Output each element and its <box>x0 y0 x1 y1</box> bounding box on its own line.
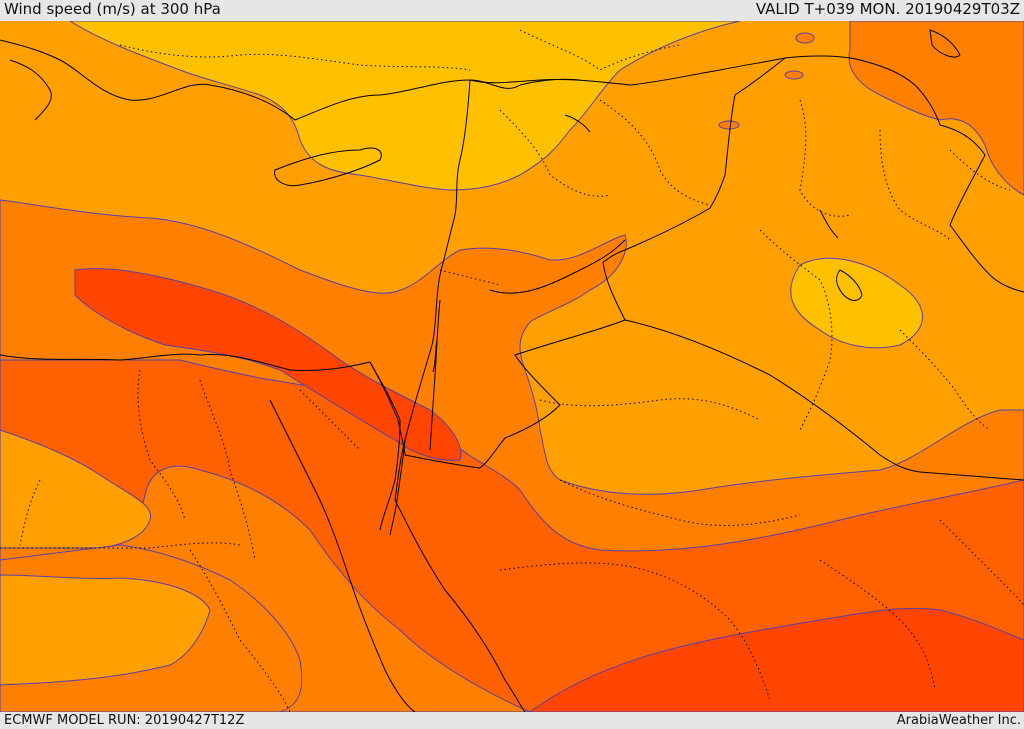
coast-lake-van <box>929 29 961 58</box>
band-light-orange-southwest-3 <box>0 574 211 686</box>
coast-lake-assad <box>564 114 591 133</box>
border-iraq-saudi <box>624 319 1024 481</box>
borders <box>369 55 1024 481</box>
admin-saudi-4 <box>819 559 936 691</box>
coast-turkey <box>0 39 581 121</box>
admin-saudi-3 <box>499 562 771 701</box>
border-iraq-iran <box>784 55 1024 293</box>
coast-aegean <box>9 59 52 121</box>
admin-iraq-4 <box>899 329 991 431</box>
band-patch-2 <box>718 120 740 130</box>
admin-egypt-3 <box>0 542 241 549</box>
band-yellow-iraq <box>790 257 923 349</box>
admin-saudi-2 <box>559 479 801 526</box>
band-patch-3 <box>784 70 804 80</box>
band-orange-northeast <box>848 21 1024 196</box>
admin-iraq-3 <box>759 229 833 431</box>
coast-levant <box>394 79 471 501</box>
admin-borders <box>0 29 1024 712</box>
border-jordan-saudi <box>479 261 626 469</box>
border-israel-jordan <box>429 299 441 451</box>
admin-saudi-5 <box>939 519 1024 606</box>
header-bar: Wind speed (m/s) at 300 hPa VALID T+039 … <box>0 0 1024 21</box>
admin-syria-1 <box>499 109 611 197</box>
border-jordan-iraq <box>602 207 711 263</box>
band-yellow-north <box>69 21 741 191</box>
border-aqaba <box>404 454 481 469</box>
band-red-orange-south <box>529 607 1024 712</box>
admin-egypt-4 <box>19 479 41 546</box>
band-patch-1 <box>795 32 815 44</box>
coast-sinai <box>369 361 401 531</box>
coast-red-sea-west <box>269 399 416 712</box>
model-run-label: ECMWF MODEL RUN: 20190427T12Z <box>4 713 245 728</box>
coast-gulf-aqaba <box>389 439 406 536</box>
admin-iraq-2 <box>879 129 951 241</box>
admin-turkey-1 <box>119 44 471 71</box>
footer-bar: ECMWF MODEL RUN: 20190427T12Z ArabiaWeat… <box>0 712 1024 729</box>
border-turkey-syria <box>469 57 786 86</box>
admin-jordan <box>439 269 501 286</box>
coastlines <box>0 29 961 712</box>
valid-time: VALID T+039 MON. 20190429T03Z <box>755 0 1020 18</box>
coast-egypt-north <box>0 353 371 372</box>
border-syria-iraq <box>709 57 786 209</box>
border-egypt-israel <box>369 361 406 456</box>
admin-iraq-1 <box>799 99 851 217</box>
coast-cyprus <box>274 147 382 187</box>
admin-egypt-2 <box>199 379 256 561</box>
credit-label: ArabiaWeather Inc. <box>896 713 1021 728</box>
coast-lake-tharthar <box>836 269 863 301</box>
wind-speed-map <box>0 21 1024 712</box>
band-light-orange-southwest <box>0 429 152 549</box>
border-syria-jordan <box>489 239 626 294</box>
map-title: Wind speed (m/s) at 300 hPa <box>4 0 221 18</box>
map-svg <box>0 21 1024 712</box>
admin-egypt-1 <box>137 369 186 521</box>
coast-euphrates-lake <box>819 209 839 239</box>
coast-red-sea-east <box>394 499 526 712</box>
